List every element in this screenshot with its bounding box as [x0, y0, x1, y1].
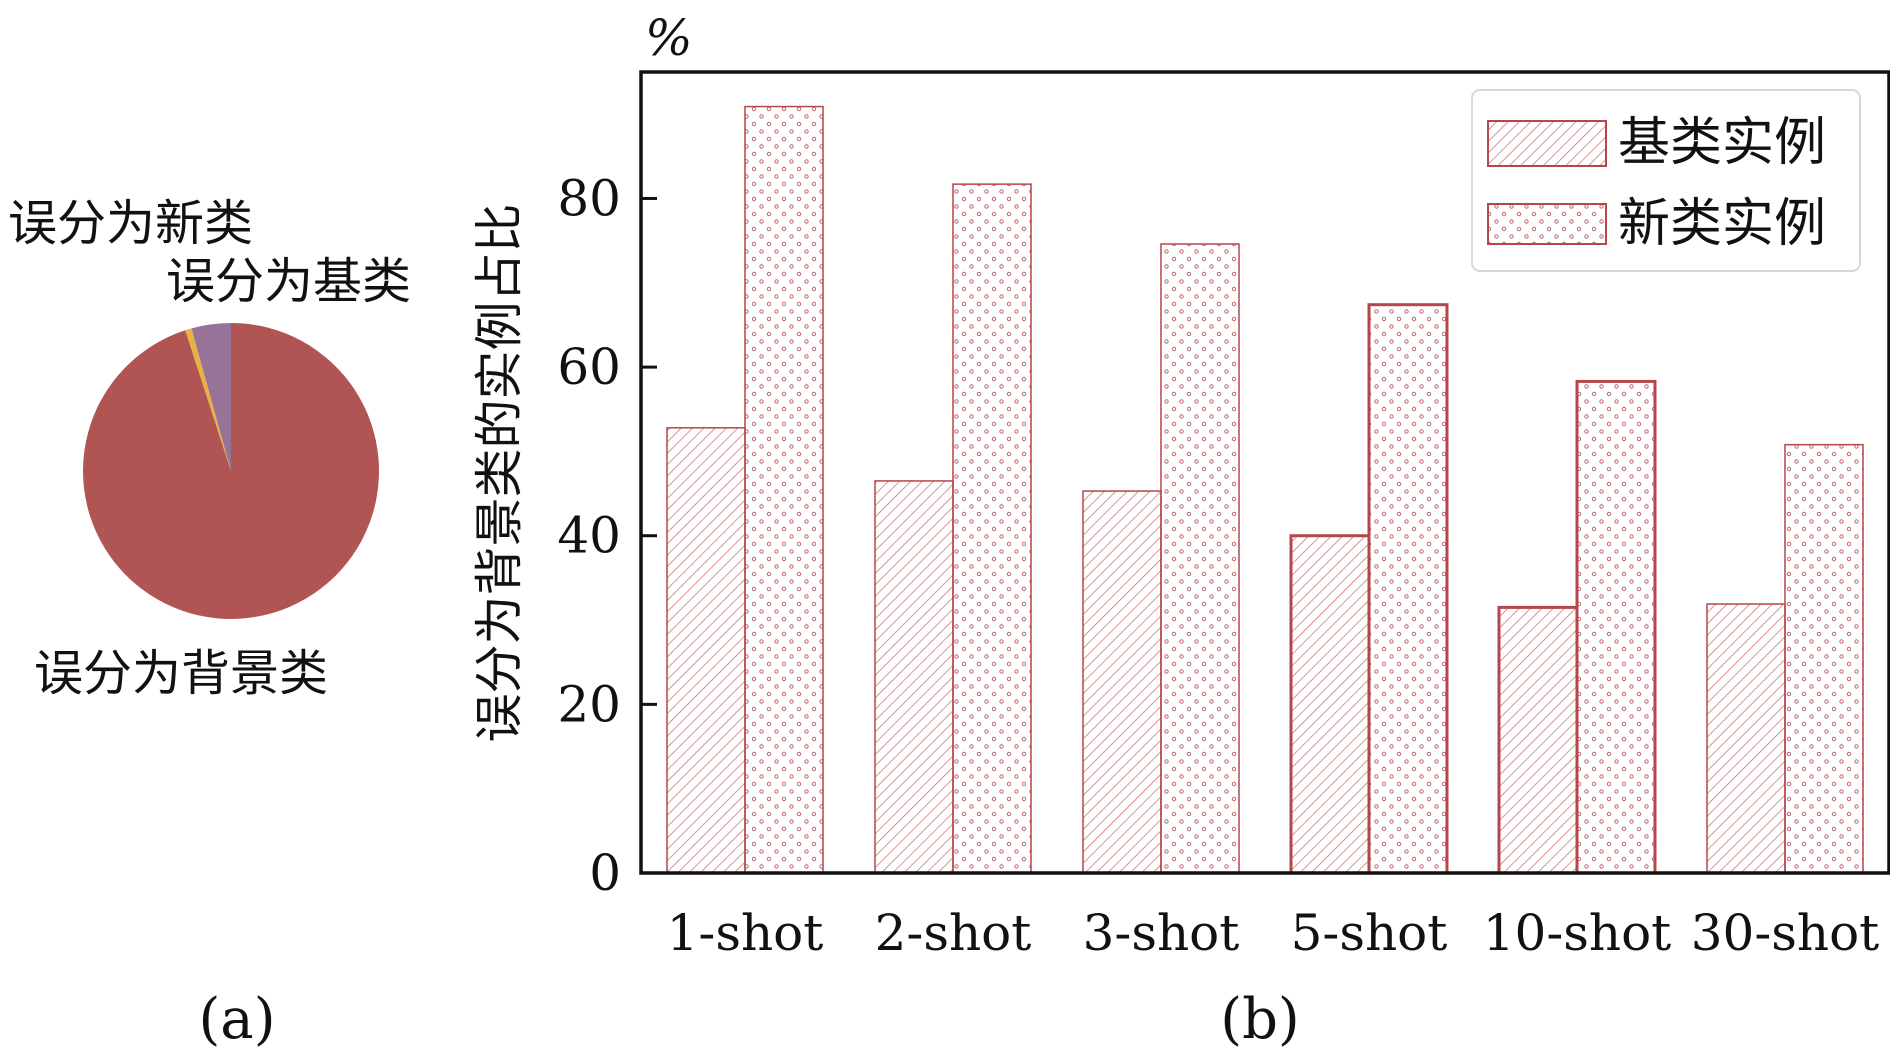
caption-a: (a)	[198, 987, 275, 1052]
bar-novel-30-shot	[1784, 443, 1864, 874]
legend-label-base: 基类实例	[1618, 113, 1826, 173]
x-tick-label: 3-shot	[1083, 904, 1240, 962]
bar-novel-1-shot	[744, 105, 824, 874]
bar-novel-5-shot	[1367, 303, 1449, 875]
bar-base-2-shot	[874, 480, 954, 874]
y-axis: 0 20 40 60 80	[557, 169, 657, 902]
bar-novel-3-shot	[1160, 243, 1240, 874]
y-axis-label: 误分为背景类的实例占比	[471, 203, 528, 742]
x-tick-label: 10-shot	[1483, 904, 1672, 962]
x-tick-label: 1-shot	[667, 904, 824, 962]
x-tick-label: 5-shot	[1291, 904, 1448, 962]
bar-base-1-shot	[666, 427, 746, 874]
pie-label-base: 误分为基类	[166, 253, 411, 310]
y-tick-label: 20	[557, 675, 621, 733]
y-tick-label: 40	[557, 507, 621, 565]
bars	[666, 105, 1864, 875]
y-tick-label: 60	[557, 338, 621, 396]
y-tick-label: 0	[589, 844, 621, 902]
pie-slice-base	[191, 323, 231, 471]
x-axis: 1-shot 2-shot 3-shot 5-shot 10-shot 30-shot	[667, 904, 1880, 962]
x-tick-label: 2-shot	[875, 904, 1032, 962]
bar-base-3-shot	[1082, 490, 1162, 874]
legend-swatch-base	[1487, 120, 1607, 167]
x-tick-label: 30-shot	[1691, 904, 1880, 962]
legend-label-novel: 新类实例	[1618, 194, 1826, 254]
pie-slice-background	[83, 323, 380, 619]
legend-swatch-novel	[1487, 203, 1607, 245]
y-tick-label: 80	[557, 169, 621, 227]
pie-slice-novel	[185, 328, 231, 471]
bar-novel-2-shot	[952, 183, 1032, 874]
caption-b: (b)	[1220, 987, 1300, 1052]
y-unit-label: %	[645, 9, 693, 67]
bar-novel-10-shot	[1575, 379, 1657, 875]
pie-label-background: 误分为背景类	[34, 645, 328, 702]
pie-label-novel: 误分为新类	[8, 195, 253, 252]
bar-base-30-shot	[1706, 603, 1786, 874]
bar-base-10-shot	[1497, 605, 1579, 875]
pie-chart	[83, 323, 380, 619]
plot-frame	[639, 70, 1890, 875]
legend: 基类实例 新类实例	[1471, 89, 1861, 272]
bar-base-5-shot	[1289, 534, 1371, 875]
